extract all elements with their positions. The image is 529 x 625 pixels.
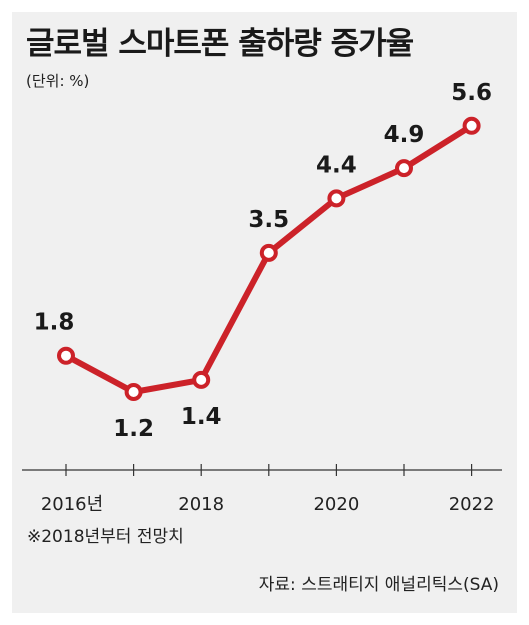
data-point-2016 (57, 346, 75, 365)
data-label-2022: 5.6 (451, 80, 492, 106)
x-axis-tick-labels: 2016년 2018 2020 2022 (41, 494, 495, 515)
unit-label: (단위: %) (26, 72, 90, 90)
data-label-2016: 1.8 (34, 310, 75, 336)
line-chart: 2016년 2018 2020 2022 1.8 1.2 1.4 3.5 4.4 4.9 5.6 (22, 80, 502, 515)
data-point-2018 (192, 370, 211, 389)
data-point-2022 (462, 116, 481, 135)
data-label-2020: 4.4 (316, 152, 357, 178)
chart-title: 글로벌 스마트폰 출하량 증가율 (26, 26, 414, 62)
source-note: 자료: 스트래티지 애널리틱스(SA) (258, 575, 499, 595)
data-markers (57, 116, 481, 401)
x-tick-label-2018: 2018 (178, 494, 224, 515)
data-point-2017 (124, 383, 143, 401)
chart-panel: 글로벌 스마트폰 출하량 증가율 (단위: %) 2016년 2018 2020 20… (12, 12, 517, 613)
data-label-2019: 3.5 (248, 207, 289, 233)
data-point-2021 (395, 159, 413, 178)
data-point-2020 (327, 189, 346, 208)
data-label-2021: 4.9 (384, 122, 425, 148)
data-label-2018: 1.4 (181, 404, 222, 430)
x-tick-label-2022: 2022 (449, 494, 495, 515)
x-tick-label-2016: 2016년 (41, 494, 103, 515)
data-labels: 1.8 1.2 1.4 3.5 4.4 4.9 5.6 (34, 80, 492, 442)
x-axis-ticks (65, 464, 473, 476)
data-label-2017: 1.2 (113, 416, 154, 442)
data-point-2019 (259, 243, 278, 262)
x-tick-label-2020: 2020 (313, 494, 359, 515)
footnote: ※2018년부터 전망치 (27, 527, 184, 547)
